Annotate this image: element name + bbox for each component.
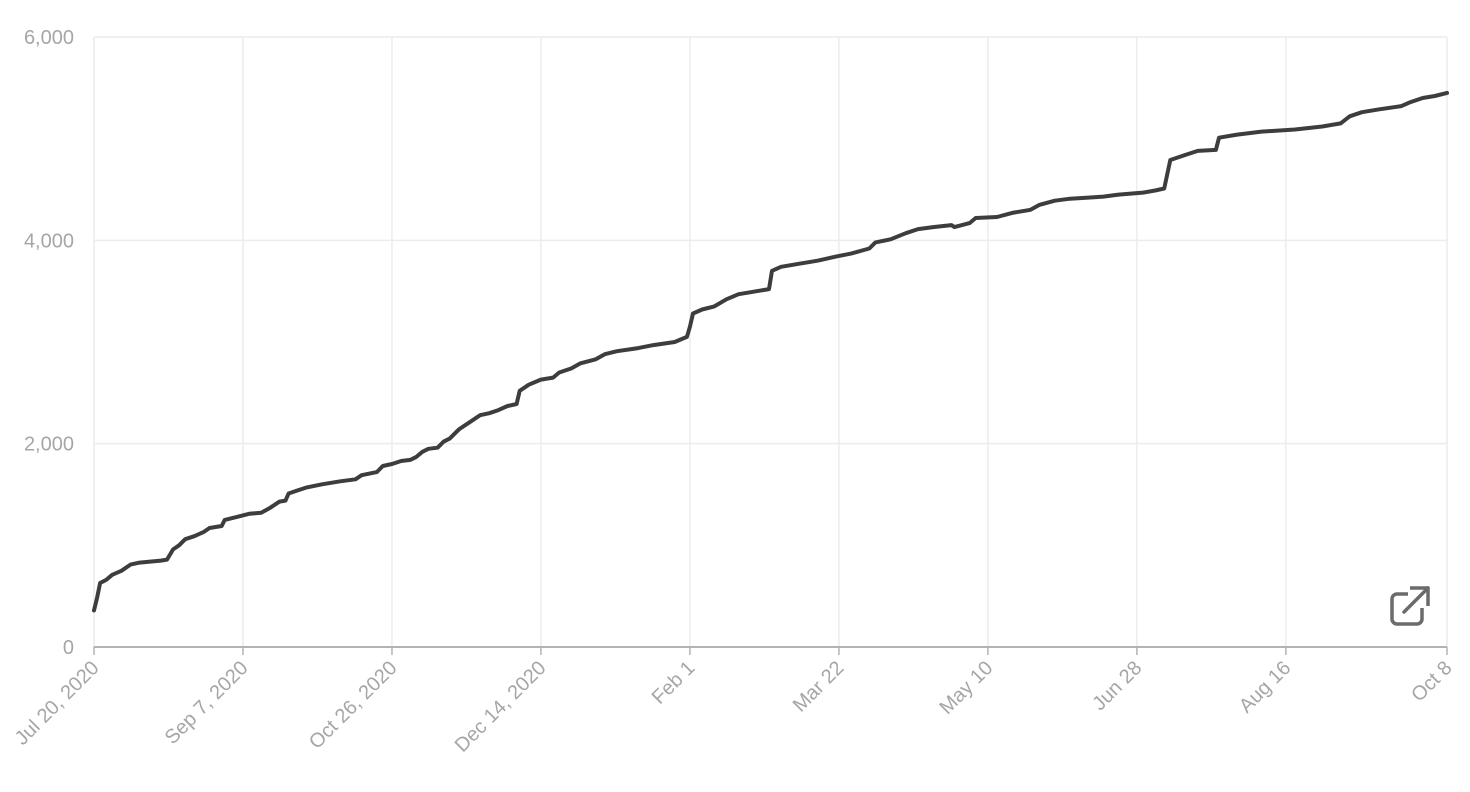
x-tick-label: Mar 22 [789, 657, 849, 717]
x-axis-ticks: Jul 20, 2020 Sep 7, 2020 Oct 26, 2020 Dec 1… [11, 647, 1457, 757]
y-tick-label: 6,000 [24, 27, 74, 49]
series-line [92, 90, 1449, 613]
grid-layer [93, 36, 1448, 647]
y-tick-label: 2,000 [24, 434, 74, 456]
y-tick-label: 4,000 [24, 230, 74, 252]
x-tick-label: Jul 20, 2020 [11, 657, 104, 750]
y-axis-ticks: 0 2,000 4,000 6,000 [24, 27, 74, 659]
x-tick-label: Dec 14, 2020 [451, 657, 551, 757]
x-tick-label: Oct 26, 2020 [305, 657, 402, 754]
x-tick-label: Feb 1 [648, 657, 700, 709]
x-tick-label: Aug 16 [1235, 657, 1295, 717]
x-tick-label: Sep 7, 2020 [161, 657, 253, 749]
x-tick-label: Oct 8 [1407, 657, 1456, 706]
expand-chart-button[interactable] [1388, 584, 1432, 628]
x-tick-label: May 10 [935, 657, 997, 719]
y-tick-label: 0 [63, 637, 74, 659]
external-link-icon [1390, 586, 1430, 626]
x-tick-label: Jun 28 [1088, 657, 1146, 715]
